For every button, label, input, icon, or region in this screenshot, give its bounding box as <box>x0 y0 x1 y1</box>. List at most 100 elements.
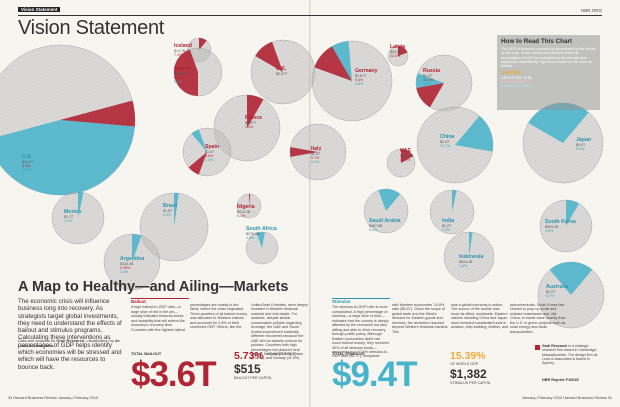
bailout-text-1: A high bailout-to-GDP ratio—a large slic… <box>131 305 186 332</box>
bailout-wedge-italy <box>290 147 318 157</box>
label-south-africa: South Africa $276.8B 4.8% <box>246 226 277 240</box>
reprint-number: HBR Reprint F1001E <box>542 378 579 382</box>
label-uae: UAE $163.3B 15.0% <box>400 148 413 162</box>
bailout-wedge-iceland <box>199 38 207 50</box>
label-gdp: $3.67T <box>355 74 367 78</box>
page-title: Vision Statement <box>18 17 165 39</box>
stimulus-text-1: The stimulus-to-GDP ratio is more compli… <box>332 305 389 359</box>
bailout-column-1: Bailout A high bailout-to-GDP ratio—a la… <box>131 298 189 332</box>
stimulus-wedge-japan <box>528 103 589 143</box>
bailout-wedge-russia <box>416 83 444 108</box>
label-stimulus: 0.0% <box>174 80 183 85</box>
bailout-column-3: United Arab Emirates, were deeply invest… <box>251 303 309 361</box>
label-russia: Russia $1.6T 14.2% 4.1% <box>423 68 440 87</box>
label-gdp: $14.2T <box>22 160 34 164</box>
label-country-name: Germany <box>355 68 378 74</box>
label-country-name: India <box>442 218 455 224</box>
stimulus-per-capita: $1,382 <box>450 367 487 381</box>
stimulus-wedge-indonesia <box>469 232 473 257</box>
label-country-name: China <box>440 134 455 140</box>
stimulus-wedge-south-korea <box>566 200 579 226</box>
label-gdp: $1.1T <box>64 215 74 219</box>
label-iceland: Iceland $14.7B 7.4% <box>174 43 192 57</box>
stimulus-wedge-spain <box>191 129 207 152</box>
label-stimulus: 4.8% <box>545 229 554 234</box>
legend-example-stimulus: STIMULUS SIZE % <box>501 84 533 89</box>
label-gdp: $263.8B <box>174 72 188 76</box>
label-germany: Germany $3.67T 9.4% 3.6% <box>355 68 378 87</box>
label-indonesia: Indonesia $514.4B 1.4% <box>459 254 483 268</box>
about-text: is a strategic research firm based in Ca… <box>542 344 598 366</box>
credit-mid: ; visualization by <box>84 338 114 343</box>
label-country-name: Italy <box>311 146 322 152</box>
label-country-name: France <box>245 115 263 121</box>
label-stimulus: 4.1% <box>423 82 432 87</box>
header-rule <box>18 15 602 16</box>
bailout-wedge-uae <box>401 149 414 163</box>
stimulus-wedge-germany <box>332 41 352 81</box>
stimulus-wedge-russia <box>416 73 444 88</box>
label-u-k-: U.K. $2.67T <box>276 66 287 76</box>
about-box: Grail Research is a strategic research f… <box>535 344 602 366</box>
label-country-name: Mexico <box>64 209 82 215</box>
label-gdp: $1.6T <box>163 209 173 213</box>
label-bailout: 0.1% <box>237 214 246 219</box>
about-square-icon <box>535 345 540 350</box>
bailout-per-capita: $515 <box>234 362 261 376</box>
label-bailout: 14.2% <box>423 78 434 83</box>
label-country-name: South Korea <box>545 219 576 225</box>
stimulus-pct-label: OF WORLD GDP <box>450 362 479 366</box>
label-south-korea: South Korea $929.1B 4.8% <box>545 219 576 233</box>
stimulus-wedge-mexico <box>78 192 84 218</box>
about-lead: Grail Research <box>542 344 568 348</box>
stimulus-heading: Stimulus <box>332 298 390 304</box>
label-india: India $1.2T 1.8% <box>442 218 454 232</box>
label-bailout: 9.4% <box>355 78 364 83</box>
bailout-wedge-spain <box>188 152 207 175</box>
legend-body: The GDP of selected countries is represe… <box>501 47 596 69</box>
label-stimulus: 1.4% <box>459 264 468 269</box>
bailout-wedge-ireland <box>174 49 198 96</box>
label-gdp: $1.2T <box>442 224 452 228</box>
label-latvia: Latvia $34.0B 22.0% <box>390 44 405 58</box>
label-country-name: Iceland <box>174 43 192 49</box>
label-nigeria: Nigeria $212.1B 0.1% <box>237 204 255 218</box>
label-stimulus: 4.8% <box>246 236 255 241</box>
legend-example-bailout: BAILOUT SIZE % <box>501 79 530 84</box>
bailout-total-label: TOTAL BAILOUT <box>131 352 162 356</box>
stimulus-text-4: petrochemicals. South Korea has chosen t… <box>510 303 566 334</box>
label-italy: Italy $2.3T 0.7% 0.2% <box>311 146 321 165</box>
label-stimulus: 0.2% <box>311 160 320 165</box>
stimulus-column-3: was a global economy in action. The sour… <box>451 303 509 330</box>
section-tag: Vision Statement <box>18 7 61 12</box>
bailout-text-3: United Arab Emirates, were deeply invest… <box>251 303 308 361</box>
legend-example: Country GROSS GDP (T/B) BAILOUT SIZE % S… <box>501 71 596 88</box>
label-stimulus: 12.7% <box>440 144 451 149</box>
legend-box: How to Read This Chart The GDP of select… <box>497 35 600 110</box>
stimulus-total-label: TOTAL STIMULUS <box>332 352 365 356</box>
bailout-wedge-u-k- <box>255 41 283 72</box>
label-gdp: $328.4B <box>120 262 134 266</box>
feature-intro: The economic crisis will influence busin… <box>18 298 122 371</box>
bailout-wedge-latvia <box>398 46 408 56</box>
stimulus-total: $9.4T <box>332 355 417 394</box>
label-argentina: Argentina $328.4B 0.35% 1.3% <box>120 256 144 275</box>
stimulus-column-4: petrochemicals. South Korea has chosen t… <box>510 303 568 334</box>
label-country-name: South Africa <box>246 226 277 232</box>
credit-prefix: Data and analysis by <box>18 338 56 343</box>
bailout-column-2: percentages are mostly in the West, wher… <box>190 303 248 330</box>
bailout-pct-label: OF WORLD GDP <box>267 352 296 356</box>
label-bailout: 5.4% <box>22 164 31 169</box>
label-stimulus: 1.0% <box>64 219 73 224</box>
label-bailout: 15.0% <box>400 158 411 163</box>
label-gdp: $14.7B <box>174 49 186 53</box>
label-country-name: Russia <box>423 68 441 74</box>
label-country-name: U.S. <box>22 154 33 160</box>
label-gdp: $1.0T <box>546 290 556 294</box>
label-gdp: $276.8B <box>246 232 260 236</box>
label-gdp: $929.1B <box>545 225 559 229</box>
bailout-wedge-u-s- <box>60 100 135 127</box>
label-gdp: $467.6B <box>369 224 383 228</box>
